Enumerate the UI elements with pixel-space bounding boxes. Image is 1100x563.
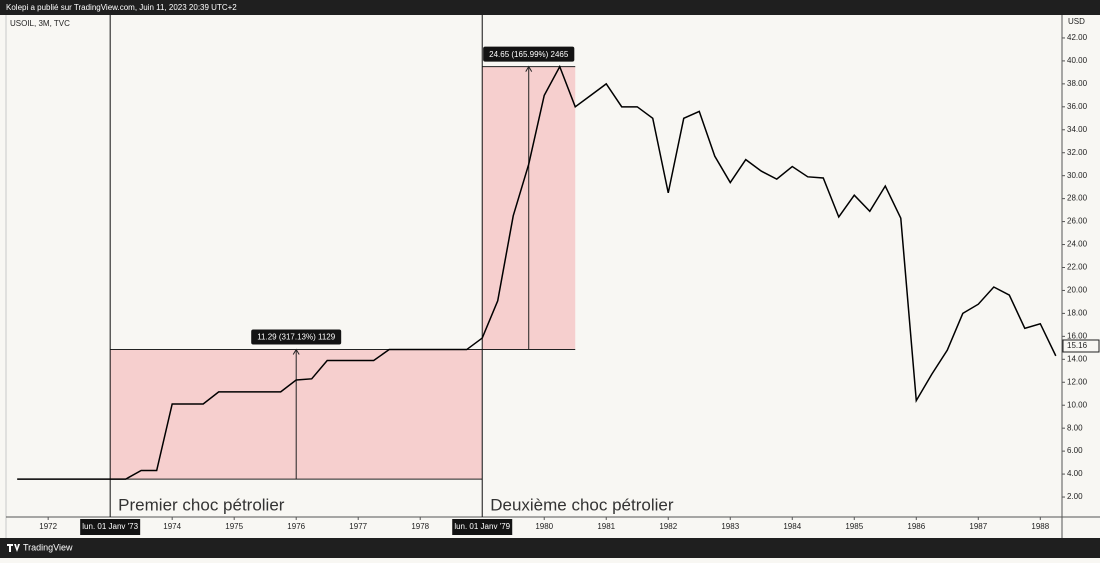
y-tick-label: 18.00 <box>1067 309 1088 318</box>
x-tick-label: 1977 <box>349 522 367 531</box>
annotation-text: Premier choc pétrolier <box>118 495 285 514</box>
x-tick-label: lun. 01 Janv '73 <box>82 522 138 531</box>
y-tick-label: 36.00 <box>1067 102 1088 111</box>
x-tick-label: 1984 <box>783 522 801 531</box>
currency-label: USD <box>1068 17 1085 26</box>
y-tick-label: 2.00 <box>1067 492 1083 501</box>
x-tick-label: 1978 <box>411 522 429 531</box>
x-tick-label: 1985 <box>845 522 863 531</box>
x-tick-highlight <box>452 519 513 535</box>
y-tick-label: 10.00 <box>1067 400 1088 409</box>
brand-logo <box>7 544 20 552</box>
y-tick-label: 30.00 <box>1067 171 1088 180</box>
header-text: Kolepi a publié sur TradingView.com, Jui… <box>6 3 237 12</box>
range-label: 24.65 (165.99%) 2465 <box>489 50 569 59</box>
top-bar <box>0 0 1100 15</box>
y-tick-label: 42.00 <box>1067 33 1088 42</box>
x-tick-label: lun. 01 Janv '79 <box>454 522 510 531</box>
y-tick-label: 24.00 <box>1067 240 1088 249</box>
y-tick-label: 26.00 <box>1067 217 1088 226</box>
price-line <box>17 64 1057 480</box>
range-label-bg <box>483 46 575 62</box>
last-price-box <box>1062 339 1100 353</box>
x-tick-label: 1988 <box>1031 522 1049 531</box>
y-tick-label: 38.00 <box>1067 79 1088 88</box>
y-tick-label: 40.00 <box>1067 56 1088 65</box>
x-tick-label: 1976 <box>287 522 305 531</box>
x-tick-label: 1986 <box>907 522 925 531</box>
y-tick-label: 32.00 <box>1067 148 1088 157</box>
annotation-text: Deuxième choc pétrolier <box>490 495 674 514</box>
bottom-bar <box>0 538 1100 558</box>
range-label-bg <box>251 329 342 345</box>
x-tick-label: 1972 <box>39 522 57 531</box>
y-tick-label: 28.00 <box>1067 194 1088 203</box>
y-tick-label: 8.00 <box>1067 423 1083 432</box>
brand-text: TradingView <box>23 542 73 552</box>
y-tick-label: 4.00 <box>1067 469 1083 478</box>
y-tick-label: 34.00 <box>1067 125 1088 134</box>
x-tick-highlight <box>80 519 141 535</box>
symbol-label: USOIL, 3M, TVC <box>10 19 70 28</box>
y-tick-label: 14.00 <box>1067 354 1088 363</box>
x-tick-label: 1974 <box>163 522 181 531</box>
plot-layer: 11.29 (317.13%) 1129 Premier choc pétroli… <box>17 15 1057 517</box>
x-tick-label: 1980 <box>535 522 553 531</box>
x-tick-label: 1987 <box>969 522 987 531</box>
arrow-head <box>292 348 300 355</box>
x-tick-label: 1975 <box>225 522 243 531</box>
x-tick-label: 1981 <box>597 522 615 531</box>
x-tick-label: 1983 <box>721 522 739 531</box>
range-label: 11.29 (317.13%) 1129 <box>257 333 336 342</box>
last-price-label: 15.16 <box>1067 341 1088 350</box>
y-tick-label: 6.00 <box>1067 446 1083 455</box>
y-tick-label: 20.00 <box>1067 286 1088 295</box>
y-tick-label: 16.00 <box>1067 331 1088 340</box>
arrow-head <box>525 65 533 72</box>
y-tick-label: 12.00 <box>1067 377 1088 386</box>
y-tick-label: 22.00 <box>1067 263 1088 272</box>
x-tick-label: 1982 <box>659 522 677 531</box>
